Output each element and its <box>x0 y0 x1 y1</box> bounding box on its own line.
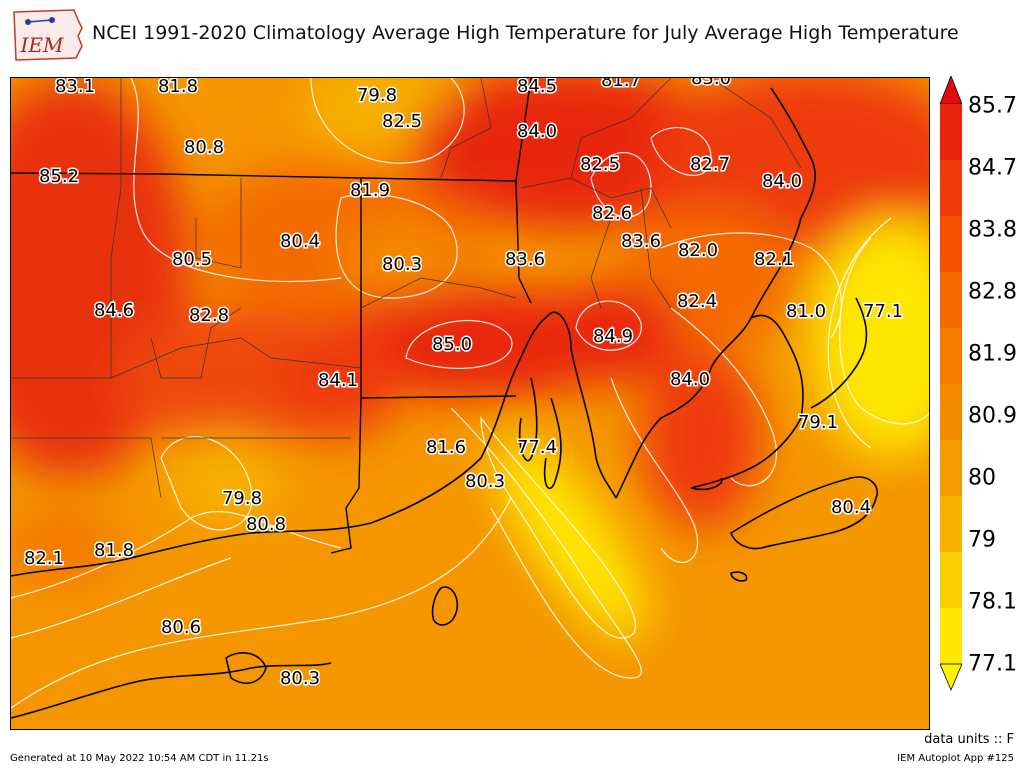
value-label: 79.8 <box>222 488 262 509</box>
value-label: 83.6 <box>621 231 661 252</box>
value-label: 85.0 <box>432 334 472 355</box>
value-label: 77.4 <box>517 437 557 458</box>
value-label: 80.5 <box>172 249 212 270</box>
value-label: 83.0 <box>691 78 731 89</box>
colorbar-svg <box>939 74 963 692</box>
value-label: 83.6 <box>505 249 545 270</box>
colorbar-tick: 83.8 <box>968 217 1017 243</box>
colorbar-band <box>940 608 962 665</box>
colorbar-band <box>940 160 962 217</box>
value-label: 82.1 <box>24 548 64 569</box>
colorbar-top-arrow <box>939 74 963 105</box>
value-label: 80.6 <box>161 617 201 638</box>
colorbar-tick: 81.9 <box>968 341 1017 367</box>
value-label: 81.8 <box>158 78 198 97</box>
temperature-field <box>11 78 929 639</box>
value-label: 80.3 <box>382 254 422 275</box>
colorbar-band <box>940 440 962 497</box>
value-label: 82.1 <box>754 249 794 270</box>
value-label: 79.8 <box>357 85 397 106</box>
value-label: 82.8 <box>189 305 229 326</box>
value-label: 82.5 <box>382 111 422 132</box>
value-label: 84.6 <box>94 300 134 321</box>
value-label: 80.8 <box>184 137 224 158</box>
value-label: 82.0 <box>678 240 718 261</box>
colorbar-bands <box>940 104 962 665</box>
value-label: 82.6 <box>592 203 632 224</box>
coastline <box>11 87 878 719</box>
colorbar-tick: 85.7 <box>968 93 1017 119</box>
value-label: 84.0 <box>517 121 557 142</box>
colorbar-tick: 77.1 <box>968 651 1017 677</box>
value-label: 79.1 <box>798 412 838 433</box>
value-label: 84.9 <box>593 326 633 347</box>
value-label: 81.0 <box>786 301 826 322</box>
value-label: 82.7 <box>690 154 730 175</box>
value-label: 80.4 <box>280 231 320 252</box>
colorbar-tick: 80 <box>968 465 996 491</box>
colorbar-tick: 79 <box>968 527 996 553</box>
map-title: NCEI 1991-2020 Climatology Average High … <box>92 22 959 44</box>
value-labels: 83.1 81.8 79.8 84.5 81.7 83.0 82.5 84.0 … <box>22 78 904 691</box>
value-label: 84.1 <box>318 370 358 391</box>
value-label: 84.0 <box>670 369 710 390</box>
value-label: 80.3 <box>465 471 505 492</box>
colorbar-tick: 80.9 <box>968 403 1017 429</box>
iem-logo: IEM <box>8 6 86 64</box>
colorbar <box>939 74 963 692</box>
value-label: 82.5 <box>580 154 620 175</box>
value-label: 82.4 <box>677 291 717 312</box>
value-label: 81.8 <box>94 540 134 561</box>
colorbar-tick: 84.7 <box>968 155 1017 181</box>
colorbar-band <box>940 328 962 385</box>
colorbar-bottom-arrow <box>939 663 963 692</box>
value-label: 84.5 <box>517 78 557 97</box>
county-boundaries <box>11 78 802 499</box>
map-svg: 83.1 81.8 79.8 84.5 81.7 83.0 82.5 84.0 … <box>11 78 929 729</box>
svg-text:IEM: IEM <box>20 33 65 57</box>
colorbar-band <box>940 496 962 553</box>
state-boundaries <box>11 78 532 554</box>
value-label: 84.0 <box>762 171 802 192</box>
generated-timestamp: Generated at 10 May 2022 10:54 AM CDT in… <box>10 753 269 764</box>
colorbar-band <box>940 384 962 441</box>
value-label: 81.7 <box>601 78 641 91</box>
colorbar-tick: 78.1 <box>968 589 1017 615</box>
colorbar-band <box>940 104 962 161</box>
value-label: 80.3 <box>280 668 320 689</box>
value-label: 83.1 <box>55 78 95 97</box>
temperature-map: 83.1 81.8 79.8 84.5 81.7 83.0 82.5 84.0 … <box>10 77 930 730</box>
value-label: 77.1 <box>863 301 903 322</box>
colorbar-band <box>940 216 962 273</box>
value-label: 81.9 <box>350 180 390 201</box>
colorbar-tick: 82.8 <box>968 279 1017 305</box>
value-label: 85.2 <box>39 166 79 187</box>
colorbar-band <box>940 552 962 609</box>
value-label: 80.4 <box>831 497 871 518</box>
value-label: 81.6 <box>426 437 466 458</box>
app-credit: IEM Autoplot App #125 <box>897 753 1014 764</box>
colorbar-band <box>940 272 962 329</box>
units-label: data units :: F <box>924 732 1014 747</box>
value-label: 80.8 <box>246 514 286 535</box>
